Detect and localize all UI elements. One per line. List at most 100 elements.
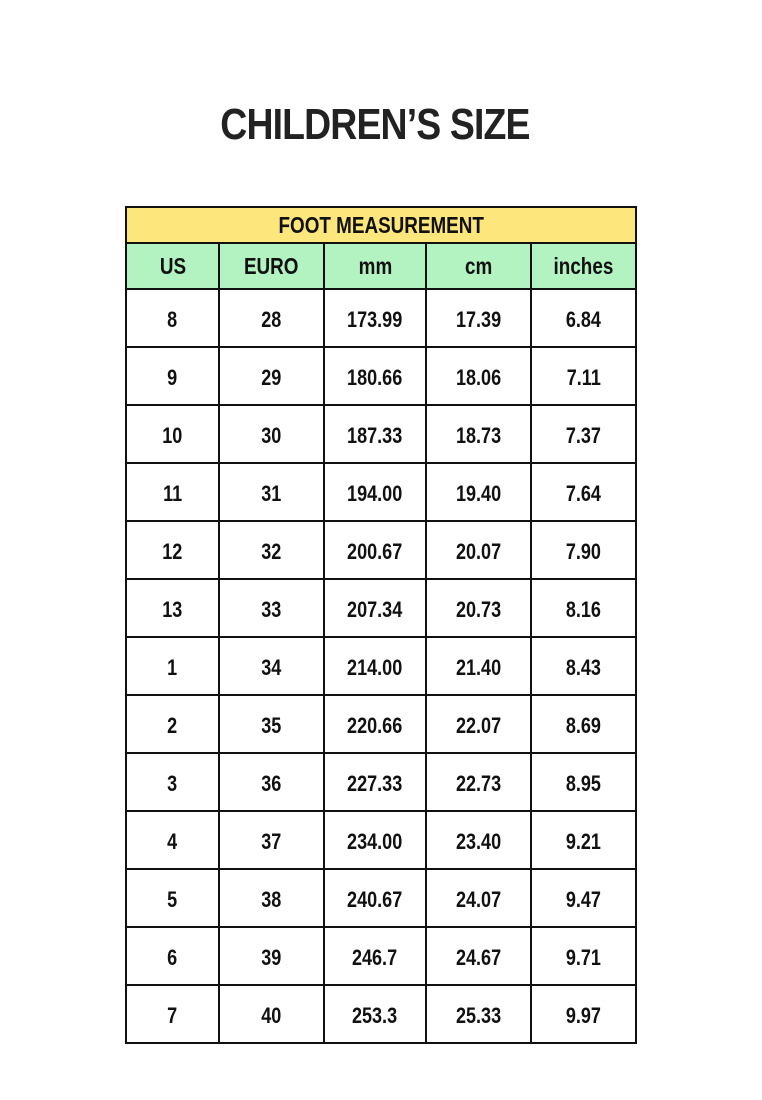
header-cm: cm: [425, 242, 532, 290]
cell-mm: 240.67: [323, 868, 427, 928]
cell-text: 10: [162, 423, 183, 448]
cell-inches: 7.11: [529, 346, 638, 406]
table-row: 2 35 220.66 22.07 8.69: [125, 694, 638, 754]
table-caption-text: FOOT MEASUREMENT: [278, 211, 484, 238]
cell-text: 7.11: [566, 365, 601, 390]
cell-inches: 8.16: [529, 578, 638, 638]
cell-euro: 32: [218, 520, 325, 580]
cell-us: 11: [125, 462, 220, 522]
cell-text: 220.66: [347, 713, 403, 738]
cell-mm: 207.34: [323, 578, 427, 638]
cell-mm: 246.7: [323, 926, 427, 986]
cell-text: 30: [261, 423, 282, 448]
cell-euro: 33: [218, 578, 325, 638]
header-us: US: [125, 242, 220, 290]
cell-text: 173.99: [347, 307, 403, 332]
cell-text: 12: [162, 539, 183, 564]
cell-us: 8: [125, 288, 220, 348]
cell-text: 180.66: [347, 365, 403, 390]
cell-text: 36: [261, 771, 282, 796]
cell-text: 7.37: [565, 423, 602, 448]
cell-text: 20.73: [455, 597, 502, 622]
cell-euro: 34: [218, 636, 325, 696]
cell-inches: 9.97: [529, 984, 638, 1044]
table-row: 1 34 214.00 21.40 8.43: [125, 636, 638, 696]
table-caption: FOOT MEASUREMENT: [124, 206, 638, 244]
cell-inches: 9.21: [529, 810, 638, 870]
cell-text: 18.73: [455, 423, 502, 448]
cell-cm: 22.73: [425, 752, 532, 812]
cell-inches: 9.71: [529, 926, 638, 986]
cell-text: 9.71: [565, 945, 602, 970]
cell-text: 234.00: [347, 829, 403, 854]
header-inches: inches: [529, 242, 638, 290]
cell-euro: 39: [218, 926, 325, 986]
cell-us: 9: [125, 346, 220, 406]
cell-text: 13: [162, 597, 183, 622]
cell-text: 9.21: [565, 829, 602, 854]
cell-text: 2: [167, 713, 178, 738]
cell-cm: 18.06: [425, 346, 532, 406]
cell-text: 6: [167, 945, 178, 970]
cell-text: 17.39: [455, 307, 502, 332]
cell-us: 10: [125, 404, 220, 464]
cell-euro: 29: [218, 346, 325, 406]
table-row: 13 33 207.34 20.73 8.16: [125, 578, 638, 638]
cell-text: 187.33: [347, 423, 403, 448]
cell-mm: 200.67: [323, 520, 427, 580]
cell-text: 4: [167, 829, 178, 854]
cell-inches: 8.43: [529, 636, 638, 696]
cell-text: 19.40: [455, 481, 502, 506]
header-text: US: [159, 252, 186, 279]
cell-text: 240.67: [347, 887, 403, 912]
cell-euro: 28: [218, 288, 325, 348]
cell-text: 25.33: [455, 1003, 502, 1028]
table-row: 12 32 200.67 20.07 7.90: [125, 520, 638, 580]
cell-text: 37: [261, 829, 282, 854]
cell-euro: 36: [218, 752, 325, 812]
cell-cm: 23.40: [425, 810, 532, 870]
cell-mm: 253.3: [323, 984, 427, 1044]
cell-text: 7: [167, 1003, 178, 1028]
header-mm: mm: [323, 242, 427, 290]
cell-text: 7.64: [565, 481, 602, 506]
cell-text: 40: [261, 1003, 282, 1028]
cell-text: 8.16: [565, 597, 602, 622]
cell-us: 2: [125, 694, 220, 754]
cell-text: 20.07: [455, 539, 502, 564]
cell-us: 4: [125, 810, 220, 870]
cell-us: 6: [125, 926, 220, 986]
cell-us: 3: [125, 752, 220, 812]
table-row: 6 39 246.7 24.67 9.71: [125, 926, 638, 986]
table-row: 9 29 180.66 18.06 7.11: [125, 346, 638, 406]
table-row: 3 36 227.33 22.73 8.95: [125, 752, 638, 812]
cell-mm: 220.66: [323, 694, 427, 754]
cell-mm: 187.33: [323, 404, 427, 464]
cell-inches: 9.47: [529, 868, 638, 928]
header-text: mm: [358, 252, 392, 279]
cell-us: 12: [125, 520, 220, 580]
cell-text: 200.67: [347, 539, 403, 564]
cell-cm: 21.40: [425, 636, 532, 696]
cell-cm: 20.07: [425, 520, 532, 580]
cell-cm: 22.07: [425, 694, 532, 754]
cell-mm: 234.00: [323, 810, 427, 870]
cell-cm: 24.67: [425, 926, 532, 986]
table-row: 8 28 173.99 17.39 6.84: [125, 288, 638, 348]
cell-text: 32: [261, 539, 282, 564]
cell-inches: 7.37: [529, 404, 638, 464]
cell-cm: 25.33: [425, 984, 532, 1044]
cell-us: 5: [125, 868, 220, 928]
cell-text: 35: [261, 713, 282, 738]
cell-text: 207.34: [347, 597, 403, 622]
cell-text: 3: [167, 771, 178, 796]
cell-text: 8.95: [565, 771, 602, 796]
cell-mm: 173.99: [323, 288, 427, 348]
cell-text: 21.40: [455, 655, 502, 680]
cell-us: 1: [125, 636, 220, 696]
cell-text: 6.84: [565, 307, 602, 332]
header-text: inches: [553, 252, 614, 279]
cell-cm: 18.73: [425, 404, 532, 464]
cell-euro: 30: [218, 404, 325, 464]
cell-cm: 19.40: [425, 462, 532, 522]
